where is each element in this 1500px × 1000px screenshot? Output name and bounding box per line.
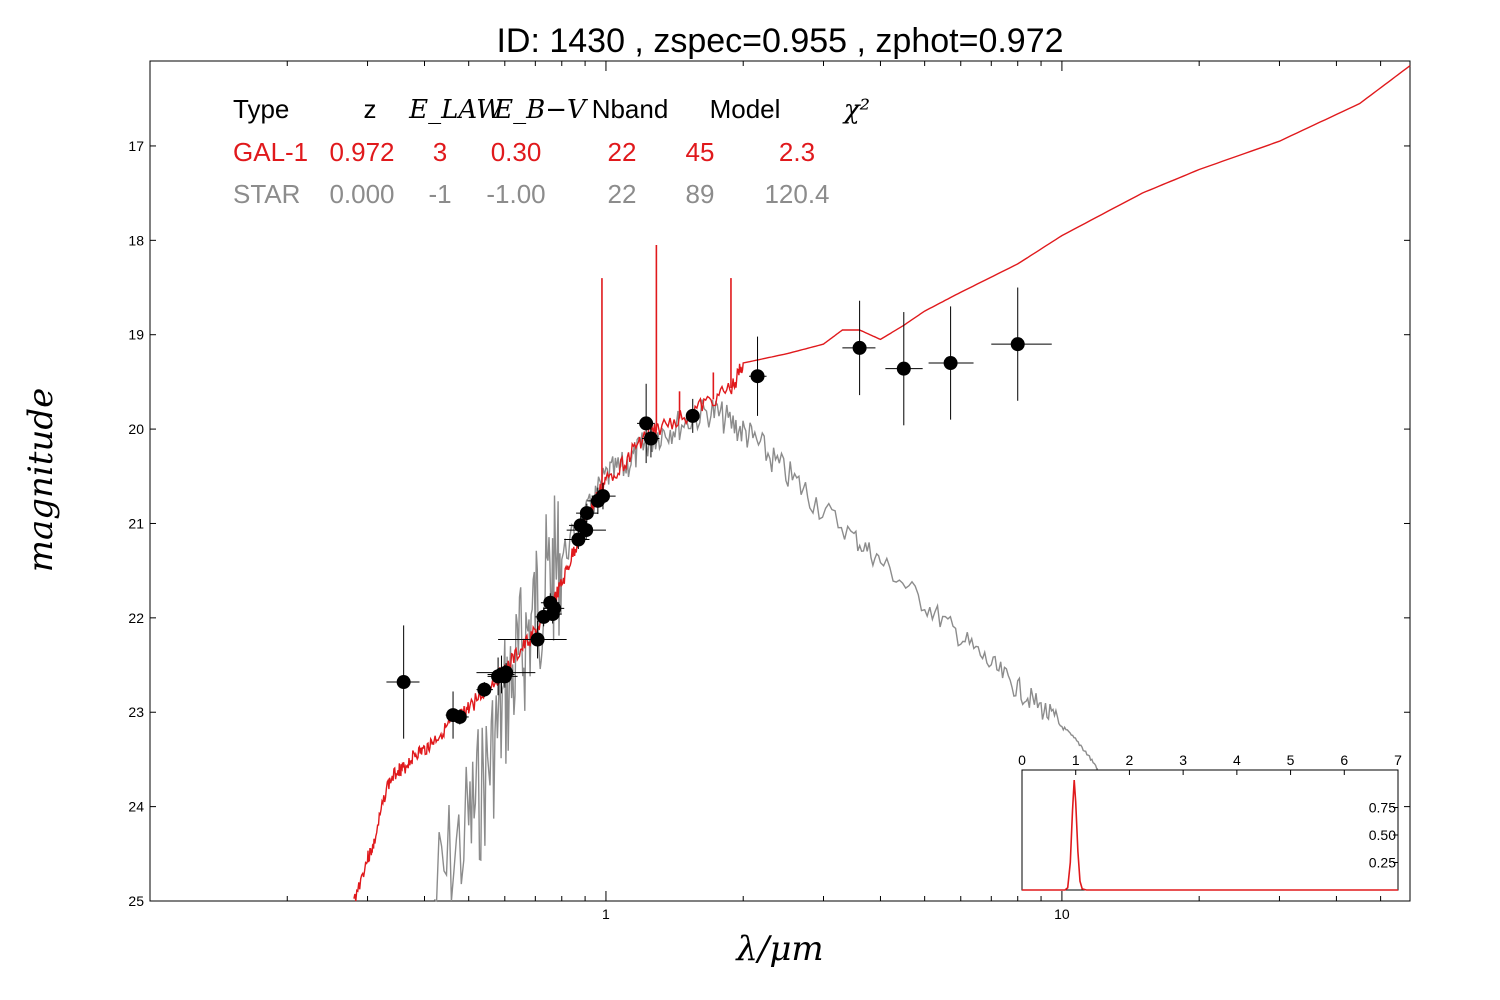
table-cell: 0.972 — [329, 137, 394, 167]
observation-point — [540, 604, 562, 624]
table-cell: 2.3 — [779, 137, 815, 167]
observation-marker — [1010, 337, 1025, 352]
observations-layer — [386, 287, 1052, 739]
observation-marker — [452, 709, 467, 724]
y-tick-label: 20 — [128, 421, 144, 437]
y-tick-label: 25 — [128, 893, 144, 909]
table-cell: 89 — [686, 179, 715, 209]
observation-point — [749, 336, 767, 416]
observation-point — [576, 503, 598, 523]
observation-marker — [530, 632, 545, 647]
observation-point — [476, 682, 493, 698]
table-cell: GAL-1 — [233, 137, 308, 167]
x-tick-label: 1 — [602, 906, 610, 922]
plot-frame — [149, 60, 1411, 902]
observation-marker — [579, 523, 594, 538]
table-header: z — [364, 94, 377, 124]
y-tick-label: 23 — [128, 704, 144, 720]
table-cell: -1 — [428, 179, 451, 209]
observation-point — [452, 709, 469, 725]
observation-marker — [477, 682, 492, 697]
star-model-curve — [433, 399, 1098, 903]
table-cell: 120.4 — [764, 179, 829, 209]
y-tick-label: 17 — [128, 138, 144, 154]
inset-x-tick-label: 5 — [1287, 752, 1295, 768]
inset-y-tick-label: 0.50 — [1369, 827, 1396, 843]
inset-x-tick-label: 6 — [1340, 752, 1348, 768]
observation-point — [476, 663, 536, 683]
table-cell: 0.000 — [329, 179, 394, 209]
table-header: Type — [233, 94, 289, 124]
observation-marker — [750, 369, 765, 384]
observation-point — [685, 398, 700, 433]
y-tick-label: 22 — [128, 610, 144, 626]
inset-x-tick-label: 4 — [1233, 752, 1241, 768]
x-tick-label: 10 — [1054, 906, 1070, 922]
observation-marker — [685, 408, 700, 423]
observation-point — [991, 287, 1052, 401]
table-header: E_B−V — [493, 95, 588, 125]
table-cell: -1.00 — [486, 179, 545, 209]
y-tick-label: 21 — [128, 515, 144, 531]
pdz-curve — [1022, 779, 1398, 891]
observation-marker — [852, 340, 867, 355]
table-cell: 3 — [433, 137, 447, 167]
observation-marker — [396, 675, 411, 690]
observation-point — [386, 625, 420, 739]
inset-x-tick-label: 2 — [1126, 752, 1134, 768]
galaxy-model-layer — [353, 65, 1411, 902]
observation-marker — [896, 361, 911, 376]
observation-marker — [595, 489, 610, 504]
table-cell: 0.30 — [491, 137, 542, 167]
table-header: Nband — [592, 94, 669, 124]
observation-point — [842, 300, 876, 396]
observation-point — [564, 530, 590, 549]
x-axis-label: λ/μm — [734, 929, 823, 969]
star-model-layer — [433, 399, 1098, 903]
observation-point — [591, 482, 616, 510]
y-tick-label: 24 — [128, 799, 144, 815]
observation-point — [928, 306, 974, 420]
observation-marker — [545, 607, 560, 622]
table-cell: 45 — [686, 137, 715, 167]
observation-marker — [943, 356, 958, 371]
observation-marker — [499, 665, 514, 680]
observation-point — [637, 383, 655, 464]
table-header: E_LAW — [408, 95, 505, 125]
observation-point — [566, 520, 606, 540]
inset-x-tick-label: 3 — [1179, 752, 1187, 768]
table-header: χ² — [842, 95, 870, 125]
inset-x-tick-label: 7 — [1394, 752, 1402, 768]
inset-y-tick-label: 0.25 — [1369, 855, 1396, 871]
table-cell: 22 — [608, 179, 637, 209]
observation-marker — [639, 416, 654, 431]
pdz-inset: 0 1 2 3 4 5 6 7 0.25 0.50 0.75 — [1018, 752, 1402, 891]
inset-x-tick-label: 0 — [1018, 752, 1026, 768]
observation-point — [885, 312, 923, 426]
inset-frame — [1021, 769, 1399, 891]
table-header: Model — [710, 94, 781, 124]
observation-point — [498, 620, 567, 659]
table-cell: 22 — [608, 137, 637, 167]
observation-point — [642, 419, 660, 458]
inset-x-tick-label: 1 — [1072, 752, 1080, 768]
observation-marker — [579, 506, 594, 521]
observation-marker — [571, 532, 586, 547]
galaxy-model-curve — [353, 65, 1411, 902]
y-tick-label: 19 — [128, 327, 144, 343]
inset-y-tick-label: 0.75 — [1369, 800, 1396, 816]
observation-marker — [643, 431, 658, 446]
chart-title: ID: 1430 , zspec=0.955 , zphot=0.972 — [496, 22, 1063, 60]
y-axis-label: magnitude — [21, 388, 61, 573]
table-cell: STAR — [233, 179, 300, 209]
y-tick-label: 18 — [128, 232, 144, 248]
